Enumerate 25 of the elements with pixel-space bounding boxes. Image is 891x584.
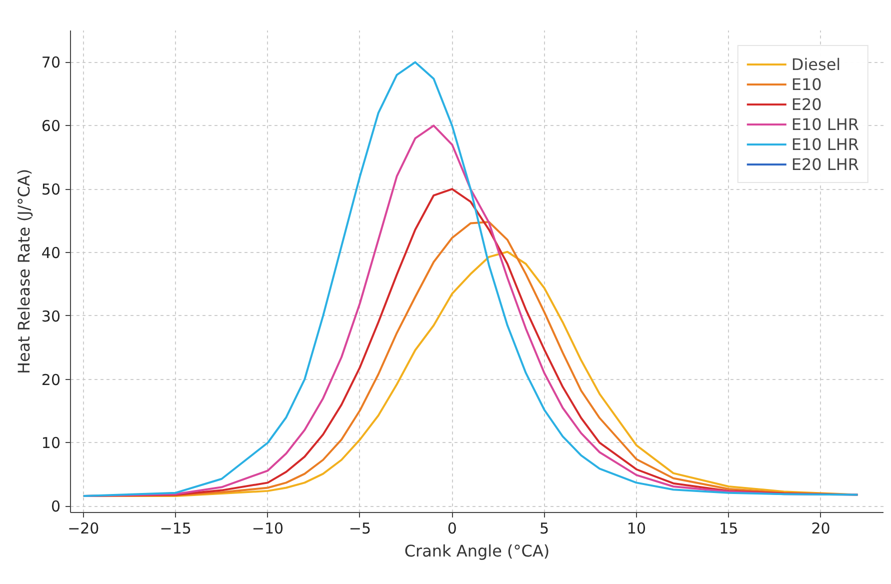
y-tick-label: 20: [41, 370, 61, 389]
y-axis-title: Heat Release Rate (J/°CA): [14, 168, 34, 374]
x-axis-title: Crank Angle (°CA): [404, 542, 550, 560]
y-tick-label: 50: [41, 180, 61, 199]
x-tick-label: 0: [447, 520, 457, 538]
x-tick-label: 10: [626, 520, 646, 538]
y-tick-label: 60: [41, 117, 61, 136]
y-tick-label: 70: [41, 54, 61, 72]
legend-label: Diesel: [791, 54, 841, 74]
y-tick-label: 0: [50, 498, 61, 516]
x-tick-label: 5: [540, 520, 550, 538]
y-tick-label: 10: [41, 434, 61, 452]
y-tick-label: 30: [41, 307, 61, 326]
x-tick-label: −20: [68, 520, 100, 538]
x-tick-label: −5: [348, 520, 372, 538]
y-tick-label: 40: [41, 244, 61, 262]
legend-label: E10 LHR: [791, 134, 859, 154]
legend-label: E10 LHR: [791, 114, 859, 134]
legend-label: E10: [791, 74, 822, 94]
legend-label: E20 LHR: [791, 154, 859, 174]
x-tick-label: −10: [252, 520, 284, 538]
legend-label: E20: [791, 94, 822, 114]
x-tick-label: 20: [811, 520, 830, 538]
x-tick-label: −15: [160, 520, 192, 538]
x-tick-label: 15: [719, 520, 738, 538]
